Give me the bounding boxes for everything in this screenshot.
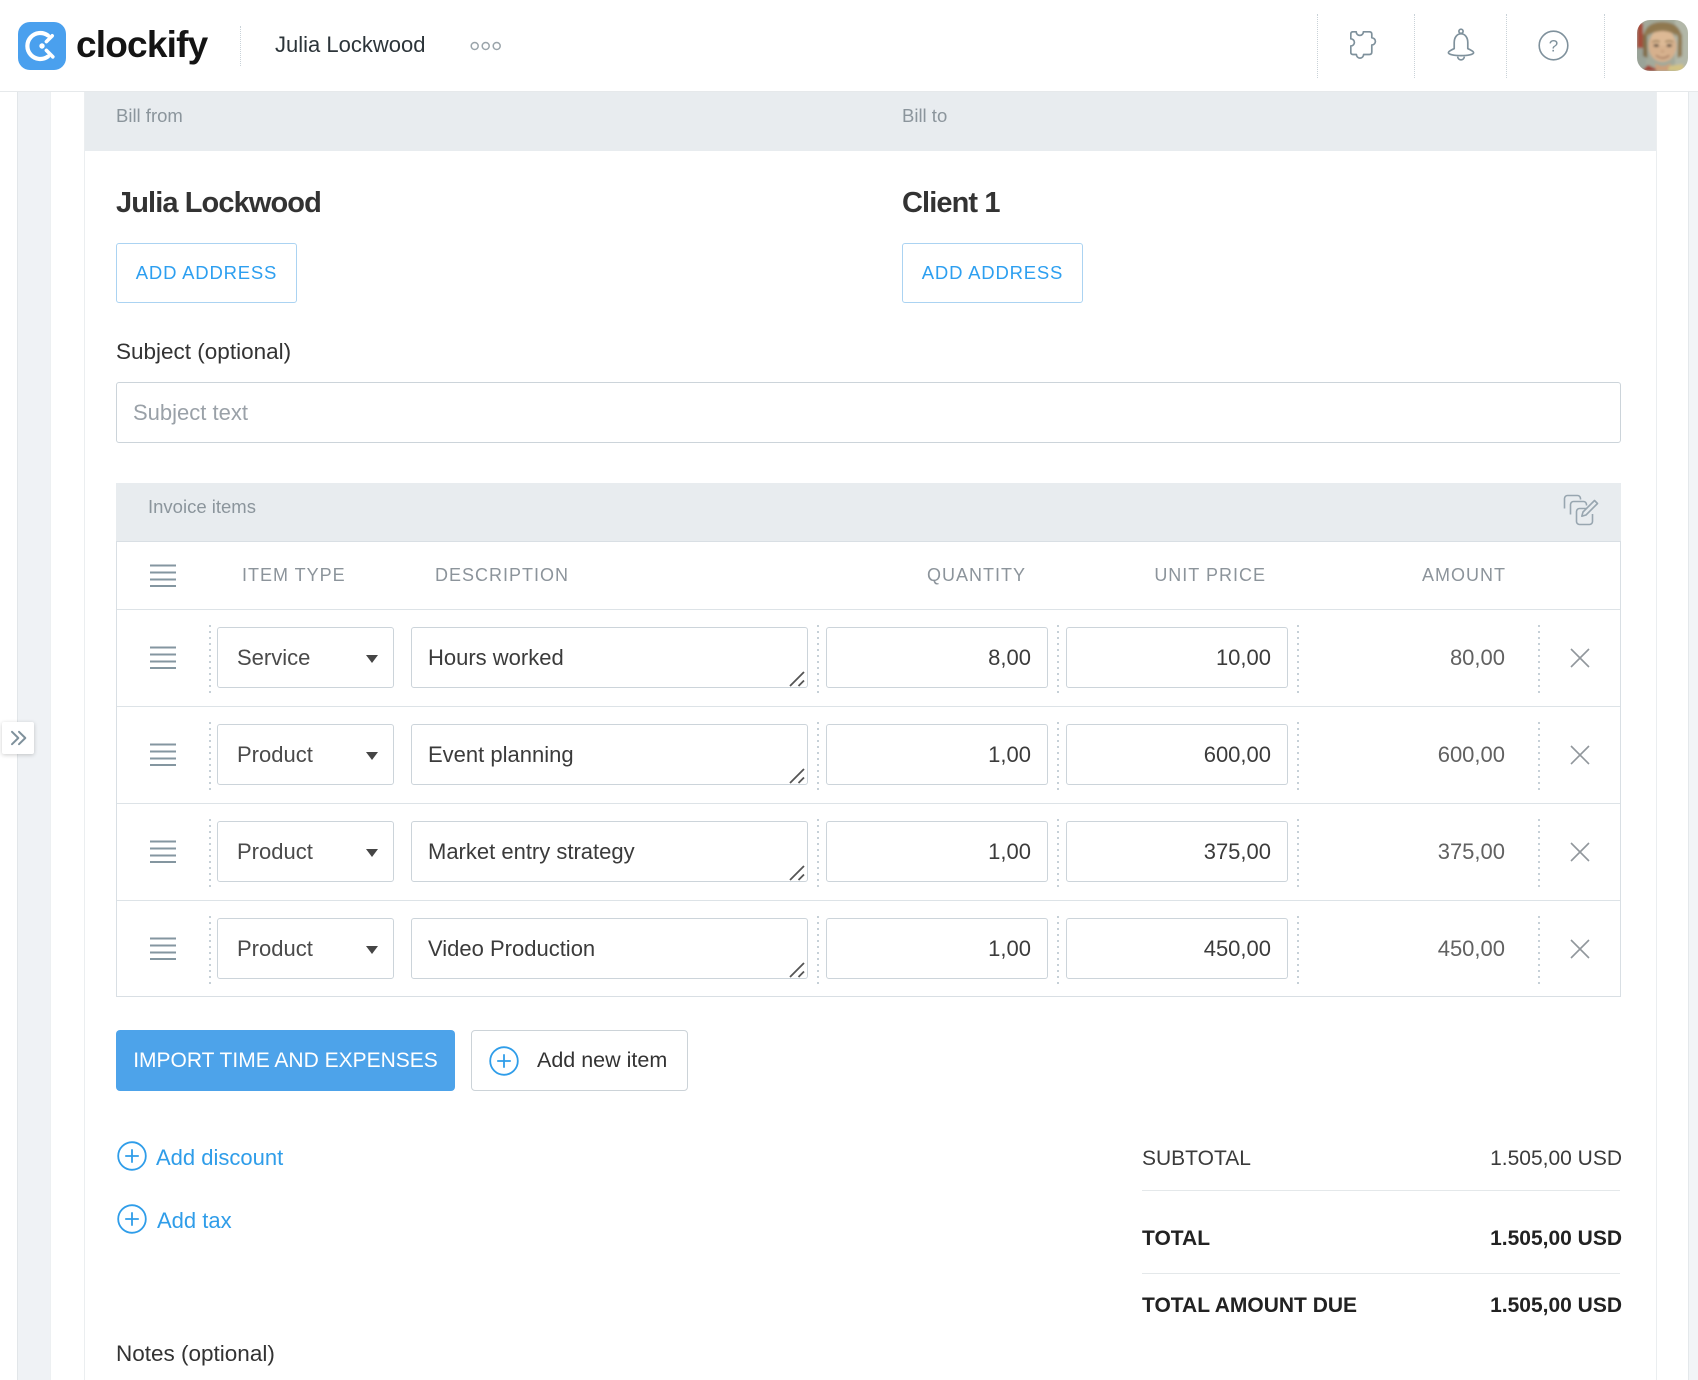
svg-text:?: ? [1549, 37, 1558, 56]
